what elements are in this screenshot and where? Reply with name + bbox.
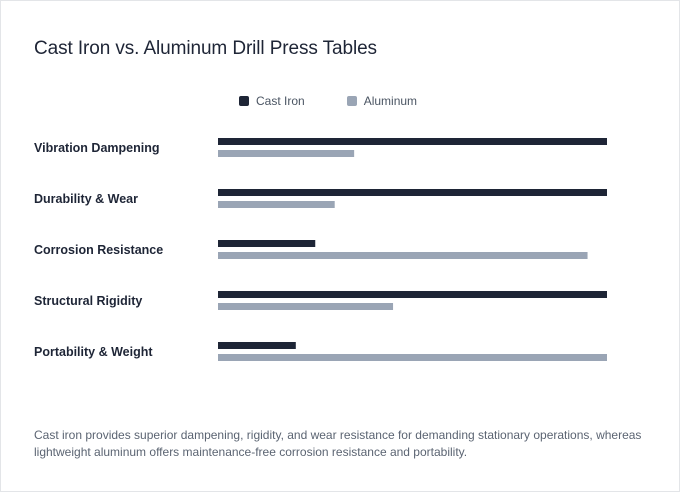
category-label: Corrosion Resistance — [34, 243, 163, 257]
legend-label-aluminum: Aluminum — [363, 94, 418, 108]
legend-item-cast-iron: Cast Iron — [239, 94, 305, 108]
chart-title: Cast Iron vs. Aluminum Drill Press Table… — [34, 38, 377, 59]
chart-legend: Cast Iron Aluminum — [239, 94, 459, 108]
bar-cast-iron — [218, 291, 607, 298]
bar-aluminum — [218, 354, 607, 361]
chart-caption: Cast iron provides superior dampening, r… — [34, 428, 642, 459]
legend-item-aluminum: Aluminum — [346, 94, 418, 108]
bar-chart: Vibration Dampening Durability & Wear Corr… — [34, 138, 607, 361]
category-label: Durability & Wear — [34, 192, 138, 206]
bar-aluminum — [218, 252, 588, 259]
bar-aluminum — [218, 150, 355, 157]
category-label: Vibration Dampening — [34, 141, 159, 155]
bar-cast-iron — [218, 240, 316, 247]
bar-aluminum — [218, 201, 335, 208]
category-label: Portability & Weight — [34, 345, 153, 359]
legend-swatch-cast-iron — [239, 96, 249, 106]
legend-label-cast-iron: Cast Iron — [256, 94, 305, 108]
legend-swatch-aluminum — [346, 96, 357, 106]
bar-aluminum — [218, 303, 394, 310]
bar-cast-iron — [218, 342, 296, 349]
category-label: Structural Rigidity — [34, 294, 142, 308]
bar-cast-iron — [218, 189, 607, 196]
bar-cast-iron — [218, 138, 607, 145]
